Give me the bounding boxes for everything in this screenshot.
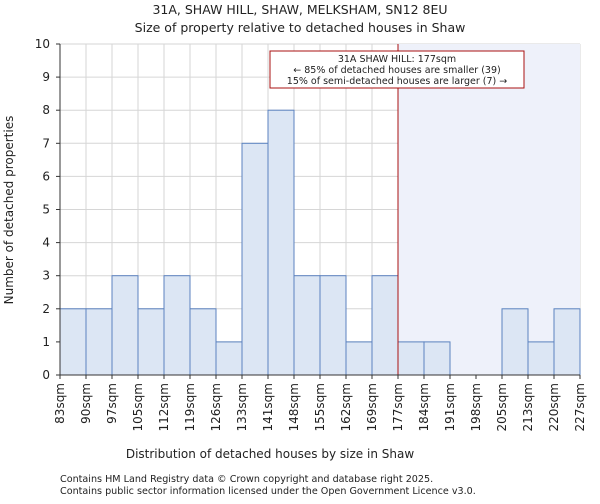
x-tick-label: 133sqm: [235, 383, 249, 431]
bar: [111, 275, 139, 376]
bar: [345, 341, 373, 376]
x-tick-label: 148sqm: [287, 383, 301, 431]
x-tick-label: 90sqm: [79, 383, 93, 424]
y-tick-label: 8: [42, 103, 50, 117]
x-tick-label: 97sqm: [105, 383, 119, 424]
y-tick-label: 5: [42, 203, 50, 217]
x-tick-label: 83sqm: [53, 383, 67, 424]
y-tick-label: 3: [42, 269, 50, 283]
annotation-line: 15% of semi-detached houses are larger (…: [287, 76, 507, 87]
bar: [501, 308, 529, 376]
y-tick-label: 7: [42, 136, 50, 150]
bar: [163, 275, 191, 376]
x-tick-label: 155sqm: [313, 383, 327, 431]
y-ticks: 0 1 2 3 4 5 6 7 8 9 10: [35, 37, 60, 382]
annotation-line: ← 85% of detached houses are smaller (39…: [293, 65, 500, 76]
x-ticks: 83sqm 90sqm 97sqm 105sqm 112sqm 119sqm 126sqm 1…: [53, 375, 587, 431]
x-tick-label: 220sqm: [547, 383, 561, 431]
bar: [241, 142, 269, 376]
x-tick-label: 112sqm: [157, 383, 171, 431]
x-tick-label: 191sqm: [443, 383, 457, 431]
x-tick-label: 162sqm: [339, 383, 353, 431]
bar: [189, 308, 217, 376]
bar: [267, 109, 295, 376]
bar: [215, 341, 243, 376]
bar: [527, 341, 555, 376]
annotation: 31A SHAW HILL: 177sqm← 85% of detached h…: [269, 50, 525, 89]
annotation-line: 31A SHAW HILL: 177sqm: [338, 54, 456, 65]
footer-line-1: Contains HM Land Registry data © Crown c…: [60, 474, 433, 485]
y-axis-label: Number of detached properties: [2, 116, 16, 305]
y-tick-label: 10: [35, 37, 50, 51]
x-tick-label: 205sqm: [495, 383, 509, 431]
bar: [85, 308, 113, 376]
y-tick-label: 0: [42, 368, 50, 382]
x-tick-label: 198sqm: [469, 383, 483, 431]
highlight-rect: [398, 44, 580, 375]
x-tick-label: 105sqm: [131, 383, 145, 431]
x-axis-label: Distribution of detached houses by size …: [126, 447, 414, 461]
x-tick-label: 169sqm: [365, 383, 379, 431]
bar: [423, 341, 451, 376]
bar: [319, 275, 347, 376]
highlight-region: [398, 44, 580, 375]
bars: [59, 109, 581, 376]
bar: [397, 341, 425, 376]
y-tick-label: 2: [42, 302, 50, 316]
x-tick-label: 184sqm: [417, 383, 431, 431]
y-tick-label: 4: [42, 236, 50, 250]
chart-title: 31A, SHAW HILL, SHAW, MELKSHAM, SN12 8EU: [152, 2, 447, 17]
bar: [293, 275, 321, 376]
bar: [553, 308, 581, 376]
bar: [59, 308, 87, 376]
y-tick-label: 9: [42, 70, 50, 84]
x-tick-label: 119sqm: [183, 383, 197, 431]
bar: [371, 275, 399, 376]
chart-subtitle: Size of property relative to detached ho…: [135, 20, 466, 35]
annotation-box: [269, 50, 525, 89]
x-tick-label: 141sqm: [261, 383, 275, 431]
y-tick-label: 1: [42, 335, 50, 349]
x-tick-label: 126sqm: [209, 383, 223, 431]
y-tick-label: 6: [42, 169, 50, 183]
x-tick-label: 227sqm: [573, 383, 587, 431]
x-tick-label: 213sqm: [521, 383, 535, 431]
bar: [137, 308, 165, 376]
footer-line-2: Contains public sector information licen…: [60, 486, 476, 497]
x-tick-label: 177sqm: [391, 383, 405, 431]
